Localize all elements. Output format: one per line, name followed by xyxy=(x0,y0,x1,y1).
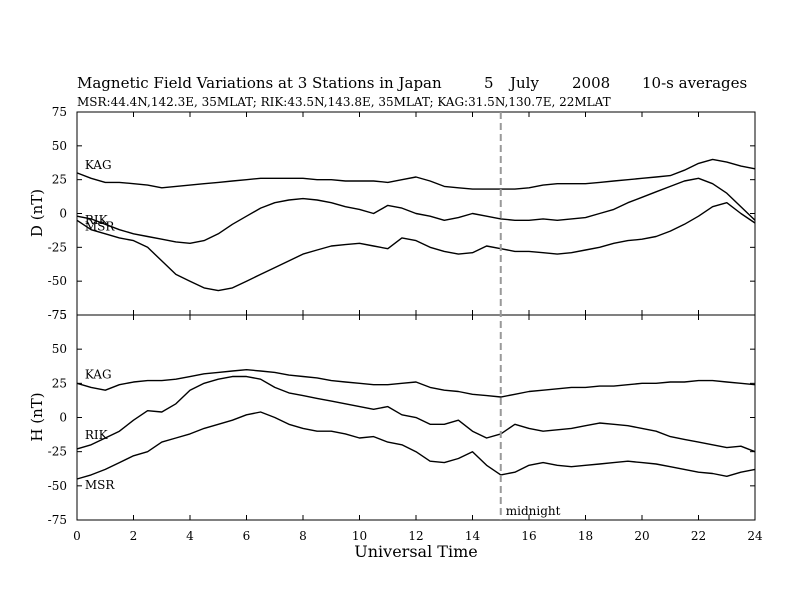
y-tick-label: -50 xyxy=(48,274,67,288)
x-tick-label: 12 xyxy=(408,529,423,543)
x-tick-label: 10 xyxy=(352,529,367,543)
chart-title-day: 5 xyxy=(484,74,494,92)
y-tick-label: -25 xyxy=(48,240,67,254)
series-line-kag xyxy=(76,158,756,190)
series-line-msr xyxy=(76,411,756,480)
y-tick-label: -50 xyxy=(48,479,67,493)
x-tick-group: 0 2 4 6 8 10 12 14 16 18 20 22 24 xyxy=(73,112,763,543)
chart-title-averaging: 10-s averages xyxy=(642,74,747,92)
y-tick-label: -25 xyxy=(48,445,67,459)
chart-subtitle: MSR:44.4N,142.3E, 35MLAT; RIK:43.5N,143.… xyxy=(77,95,611,109)
y-tick-label: 50 xyxy=(52,139,67,153)
y-tick-group: 75 50 25 0 -25 -50 -75 xyxy=(48,308,755,527)
x-tick-label: 22 xyxy=(691,529,706,543)
chart-title-main: Magnetic Field Variations at 3 Stations … xyxy=(77,74,442,92)
x-axis-label: Universal Time xyxy=(354,542,477,561)
y-axis-label: D (nT) xyxy=(28,189,46,237)
y-tick-group: 75 50 25 0 -25 -50 -75 xyxy=(48,105,755,322)
x-tick-label: 18 xyxy=(578,529,593,543)
series-label-msr: MSR xyxy=(85,478,116,492)
series-line-msr xyxy=(76,202,756,292)
x-tick-label: 8 xyxy=(299,529,307,543)
chart-title-year: 2008 xyxy=(572,74,610,92)
y-tick-label: 50 xyxy=(52,342,67,356)
series-label-rik: RIK xyxy=(85,428,109,442)
series-label-msr: MSR xyxy=(85,219,116,233)
y-tick-label: 75 xyxy=(52,105,67,119)
series-label-kag: KAG xyxy=(85,158,112,172)
x-tick-label: 0 xyxy=(73,529,81,543)
series-line-kag xyxy=(76,369,756,398)
x-tick-label: 20 xyxy=(634,529,649,543)
series-label-kag: KAG xyxy=(85,367,112,381)
y-tick-label: -75 xyxy=(48,308,67,322)
chart-title: Magnetic Field Variations at 3 Stations … xyxy=(77,74,747,92)
series-group: KAG RIK MSR xyxy=(76,367,756,492)
y-tick-label: 75 xyxy=(52,308,67,322)
chart-title-month: July xyxy=(508,74,539,92)
y-tick-label: -75 xyxy=(48,513,67,527)
panel-horizontal: 75 50 25 0 -25 -50 -75 H (nT) KAG RIK MSR xyxy=(28,308,756,527)
y-axis-label: H (nT) xyxy=(28,392,46,441)
y-tick-label: 0 xyxy=(59,207,67,221)
x-tick-label: 2 xyxy=(130,529,138,543)
x-tick-label: 4 xyxy=(186,529,194,543)
series-label-rik: RIK xyxy=(85,213,109,227)
series-line-rik xyxy=(76,375,756,453)
series-line-rik xyxy=(76,177,756,244)
x-tick-label: 14 xyxy=(465,529,481,543)
y-tick-label: 25 xyxy=(52,376,67,390)
y-tick-label: 0 xyxy=(59,411,67,425)
x-tick-label: 6 xyxy=(243,529,251,543)
y-tick-label: 25 xyxy=(52,173,67,187)
midnight-label: midnight xyxy=(506,504,561,518)
x-tick-label: 16 xyxy=(521,529,536,543)
x-tick-label: 24 xyxy=(747,529,763,543)
